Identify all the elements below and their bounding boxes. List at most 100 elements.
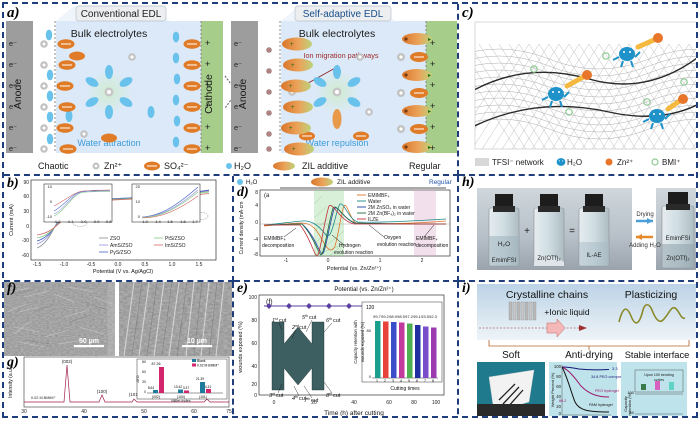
svg-text:+: +	[291, 105, 295, 111]
svg-text:20: 20	[136, 184, 141, 189]
svg-text:e⁻: e⁻	[234, 60, 242, 69]
svg-text:20: 20	[311, 400, 317, 406]
svg-text:Zn(OTf)₂: Zn(OTf)₂	[666, 256, 690, 262]
svg-text:87.26: 87.26	[152, 362, 161, 366]
svg-text:90: 90	[23, 180, 29, 186]
svg-text:(a: (a	[264, 193, 270, 199]
svg-text:-10: -10	[46, 214, 53, 219]
svg-text:40: 40	[81, 409, 87, 415]
svg-text:30: 30	[21, 409, 27, 415]
svg-text:-1.0: -1.0	[80, 219, 88, 224]
svg-text:Chaotic: Chaotic	[38, 161, 69, 171]
svg-text:1.6: 1.6	[180, 219, 186, 224]
svg-text:4: 4	[255, 203, 258, 209]
svg-text:-4: -4	[254, 237, 259, 243]
svg-text:90: 90	[653, 416, 657, 418]
svg-text:1: 1	[379, 258, 382, 264]
svg-text:Potential (V vs. Ag/AgCl): Potential (V vs. Ag/AgCl)	[93, 269, 153, 275]
svg-text:Oxygen: Oxygen	[384, 235, 401, 241]
svg-text:ZIL additive: ZIL additive	[337, 179, 371, 186]
svg-text:Anode: Anode	[12, 79, 24, 110]
svg-text:1.5: 1.5	[167, 219, 173, 224]
svg-text:75: 75	[226, 409, 232, 415]
svg-text:retention (%): retention (%)	[627, 392, 632, 416]
svg-text:+: +	[205, 143, 210, 153]
svg-text:-1: -1	[284, 258, 289, 264]
svg-text:+: +	[205, 101, 210, 111]
svg-text:+: +	[205, 59, 210, 69]
svg-text:+: +	[430, 143, 435, 153]
svg-text:60: 60	[556, 384, 561, 389]
svg-text:+Ionic liquid: +Ionic liquid	[544, 307, 589, 317]
svg-text:1.7: 1.7	[192, 219, 198, 224]
svg-text:H₂O: H₂O	[498, 241, 510, 248]
svg-text:100: 100	[249, 295, 258, 301]
svg-text:+: +	[430, 38, 435, 48]
svg-text:21.39: 21.39	[196, 377, 204, 381]
svg-text:Bulk electrolytes: Bulk electrolytes	[71, 28, 147, 40]
svg-text:-1.2: -1.2	[54, 219, 62, 224]
svg-text:80: 80	[556, 374, 561, 379]
svg-text:ZSO: ZSO	[110, 236, 120, 242]
svg-text:+: +	[430, 101, 435, 111]
svg-text:1.5: 1.5	[196, 262, 203, 268]
svg-text:-60: -60	[22, 253, 29, 259]
svg-text:+: +	[430, 59, 435, 69]
svg-text:cut: cut	[299, 325, 307, 331]
svg-text:EmimFSI: EmimFSI	[492, 258, 517, 264]
svg-text:Anode: Anode	[237, 79, 249, 110]
svg-text:20: 20	[251, 382, 257, 388]
svg-text:Crystalline chains: Crystalline chains	[506, 289, 588, 301]
svg-text:0.02 M BMIM⁺: 0.02 M BMIM⁺	[197, 363, 219, 367]
svg-text:e⁻: e⁻	[9, 144, 17, 153]
svg-text:0: 0	[254, 393, 257, 399]
svg-text:+: +	[205, 80, 210, 90]
svg-text:0: 0	[26, 224, 29, 230]
svg-text:4.31: 4.31	[205, 385, 211, 389]
svg-text:60: 60	[251, 341, 257, 347]
svg-text:th: th	[329, 317, 332, 321]
svg-text:20: 20	[556, 404, 561, 409]
svg-text:Miller index: Miller index	[171, 399, 190, 403]
svg-text:H₂O: H₂O	[567, 158, 582, 167]
svg-text:Zn²⁺: Zn²⁺	[617, 158, 633, 167]
svg-text:ZIL additive: ZIL additive	[302, 161, 348, 171]
svg-text:60: 60	[191, 409, 197, 415]
svg-text:+: +	[289, 126, 293, 132]
svg-text:Cutting times: Cutting times	[390, 386, 420, 392]
svg-text:Ion migration pathways: Ion migration pathways	[303, 51, 378, 60]
svg-text:Potential (vs. Zn/Zn²⁺): Potential (vs. Zn/Zn²⁺)	[334, 286, 393, 293]
svg-text:BMI⁺: BMI⁺	[662, 158, 680, 167]
svg-text:evolution reaction: evolution reaction	[334, 250, 373, 256]
svg-text:th: th	[305, 314, 308, 318]
svg-text:TFSI⁻ network: TFSI⁻ network	[492, 158, 545, 167]
svg-text:0: 0	[327, 258, 330, 264]
svg-text:40: 40	[251, 364, 257, 370]
svg-text:40: 40	[351, 400, 357, 406]
svg-text:-0.5: -0.5	[87, 262, 96, 268]
svg-text:10: 10	[136, 199, 141, 204]
svg-text:+: +	[205, 38, 210, 48]
svg-text:-8: -8	[254, 252, 259, 258]
svg-text:Zn(OTf)₂: Zn(OTf)₂	[537, 256, 561, 262]
svg-text:cut: cut	[333, 318, 341, 324]
svg-text:100: 100	[432, 400, 441, 406]
svg-text:0: 0	[571, 416, 573, 418]
svg-text:cut: cut	[333, 393, 341, 399]
svg-text:60: 60	[595, 416, 599, 418]
svg-text:1.3: 1.3	[142, 219, 148, 224]
svg-text:10: 10	[48, 184, 53, 189]
svg-text:Stable interface: Stable interface	[625, 350, 690, 360]
svg-text:IL-AE: IL-AE	[586, 253, 601, 259]
svg-text:ImS/ZSO: ImS/ZSO	[165, 243, 186, 249]
svg-text:8.64: 8.64	[148, 386, 154, 390]
svg-text:(101): (101)	[199, 395, 207, 399]
svg-text:60: 60	[667, 416, 671, 418]
svg-text:=: =	[569, 226, 575, 237]
svg-text:e⁻: e⁻	[9, 39, 17, 48]
svg-text:30: 30	[142, 380, 146, 384]
svg-text:-0.9: -0.9	[93, 219, 101, 224]
svg-text:Conventional EDL: Conventional EDL	[81, 9, 162, 20]
svg-text:e⁻: e⁻	[234, 123, 242, 132]
svg-text:3.37: 3.37	[183, 386, 189, 390]
